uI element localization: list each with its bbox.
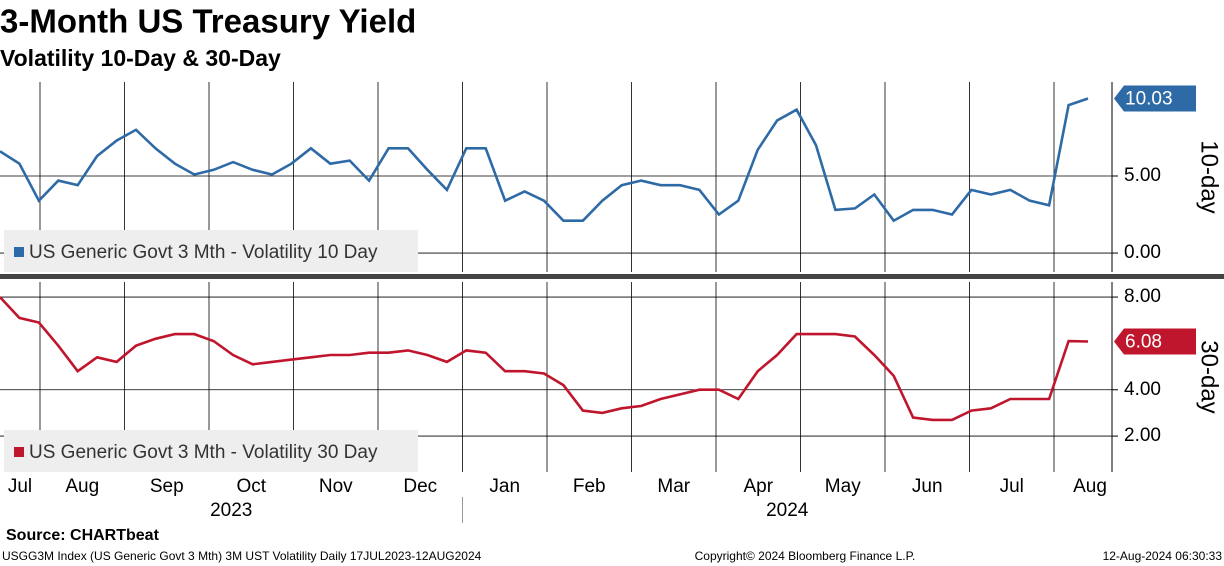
last-value-tag — [1114, 85, 1196, 112]
footer-left: USGG3M Index (US Generic Govt 3 Mth) 3M … — [2, 549, 482, 563]
x-tick-label: Oct — [236, 476, 266, 497]
x-tick-label: Sep — [150, 476, 184, 497]
chart-subtitle: Volatility 10-Day & 30-Day — [0, 45, 281, 71]
x-tick-label: Jul — [8, 476, 32, 497]
y-tick-label: 0.00 — [1124, 242, 1161, 263]
last-value-tag — [1114, 328, 1196, 355]
year-label: 2023 — [210, 500, 252, 521]
x-tick-label: Jan — [489, 476, 520, 497]
x-tick-label: Jul — [1000, 476, 1024, 497]
last-value-label: 10.03 — [1125, 89, 1173, 110]
x-tick-label: Dec — [403, 476, 437, 497]
legend-swatch — [14, 447, 24, 457]
panel-divider — [0, 274, 1224, 279]
x-tick-label: Aug — [1073, 476, 1107, 497]
y-tick-label: 5.00 — [1124, 165, 1161, 186]
legend-box — [4, 230, 418, 272]
y-tick-label: 4.00 — [1124, 379, 1161, 400]
y-axis-label: 30-day — [1196, 340, 1223, 413]
legend-label: US Generic Govt 3 Mth - Volatility 30 Da… — [29, 442, 378, 463]
x-tick-label: Nov — [319, 476, 353, 497]
footer-right: 12-Aug-2024 06:30:33 — [1103, 549, 1223, 563]
series-line — [0, 97, 1089, 223]
year-label: 2024 — [766, 500, 809, 521]
x-tick-label: Mar — [657, 476, 690, 497]
x-tick-label: Aug — [65, 476, 99, 497]
x-tick-label: Jun — [912, 476, 943, 497]
y-tick-label: 2.00 — [1124, 425, 1161, 446]
last-value-label: 6.08 — [1125, 332, 1162, 353]
legend-box — [4, 430, 418, 472]
legend-swatch — [14, 247, 24, 257]
x-tick-label: Apr — [743, 476, 773, 497]
chart-title: 3-Month US Treasury Yield — [0, 3, 416, 40]
source: Source: CHARTbeat — [6, 527, 160, 544]
series-line — [0, 296, 1089, 422]
x-tick-label: May — [825, 476, 861, 497]
legend-label: US Generic Govt 3 Mth - Volatility 10 Da… — [29, 242, 378, 263]
footer-center: Copyright© 2024 Bloomberg Finance L.P. — [695, 549, 916, 563]
y-axis-label: 10-day — [1196, 140, 1223, 213]
x-tick-label: Feb — [573, 476, 606, 497]
y-tick-label: 8.00 — [1124, 286, 1161, 307]
